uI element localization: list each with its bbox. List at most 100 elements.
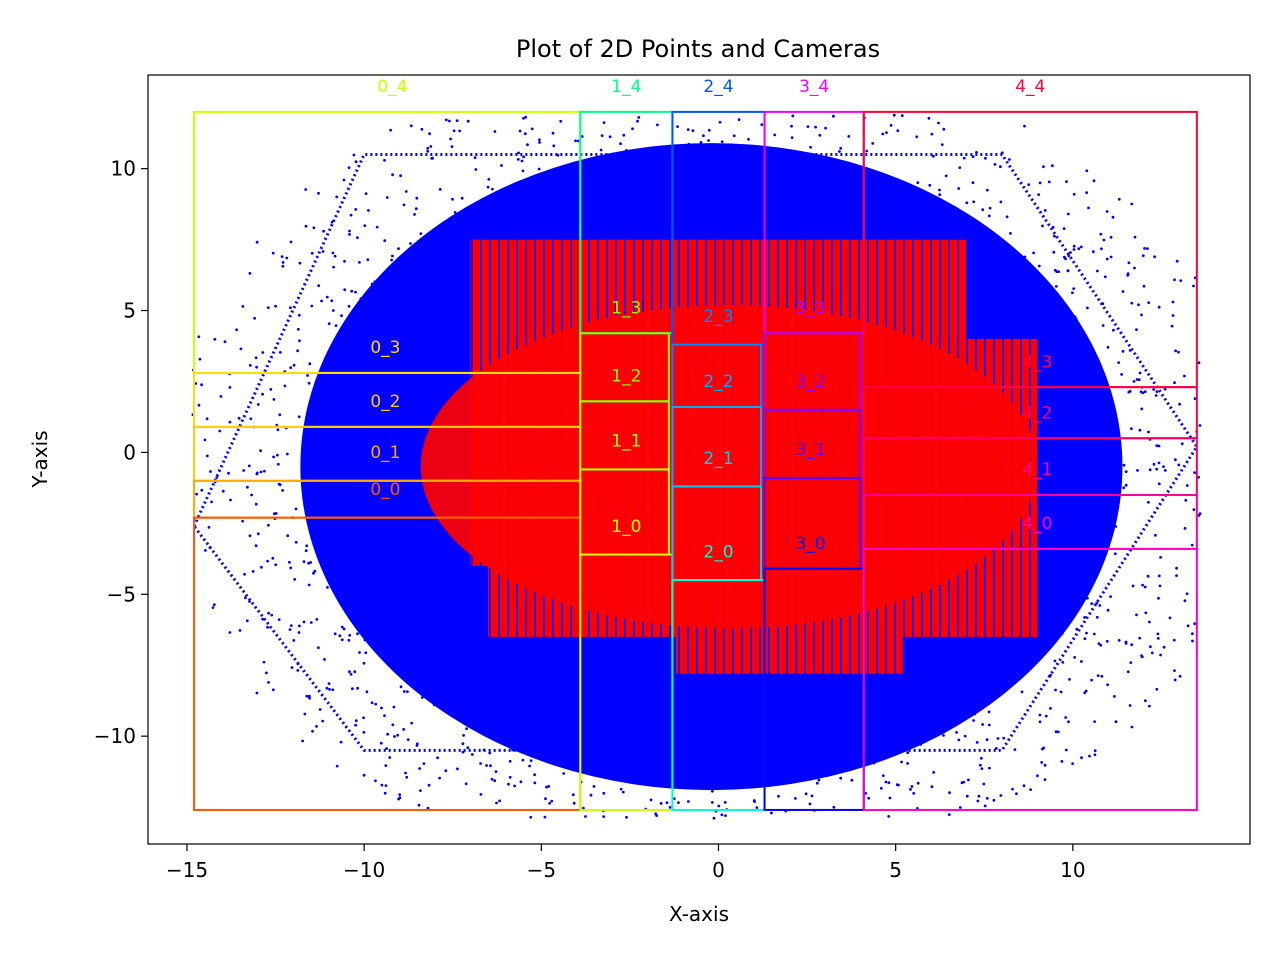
point xyxy=(1047,180,1051,184)
point xyxy=(851,182,855,186)
point xyxy=(598,179,602,183)
point xyxy=(308,696,311,700)
point xyxy=(1129,661,1133,664)
point xyxy=(334,353,337,356)
point xyxy=(614,187,617,191)
point xyxy=(686,128,690,132)
point xyxy=(412,642,415,645)
point xyxy=(658,775,661,779)
point xyxy=(362,716,365,720)
point xyxy=(200,488,204,492)
point xyxy=(340,625,344,629)
point xyxy=(1173,278,1176,282)
point xyxy=(800,174,803,178)
point xyxy=(814,743,818,747)
point xyxy=(213,337,217,341)
point xyxy=(427,783,431,787)
point xyxy=(566,729,570,733)
point xyxy=(814,756,818,760)
point xyxy=(393,307,397,311)
point xyxy=(997,668,1001,671)
point xyxy=(1079,245,1083,249)
point xyxy=(325,686,329,690)
cell-label-3_2: 3_2 xyxy=(796,372,826,392)
point xyxy=(1193,471,1197,474)
point xyxy=(552,144,556,148)
point xyxy=(740,169,744,173)
point xyxy=(833,754,836,758)
point xyxy=(1172,638,1176,642)
point xyxy=(351,687,354,691)
point xyxy=(487,177,491,181)
point xyxy=(1041,224,1044,228)
point xyxy=(386,732,389,736)
point xyxy=(989,234,993,238)
point xyxy=(957,187,961,190)
point xyxy=(876,177,880,181)
point xyxy=(363,638,367,642)
point xyxy=(550,760,554,764)
point xyxy=(993,163,997,166)
point xyxy=(1117,197,1121,201)
point xyxy=(599,148,603,152)
point xyxy=(355,598,358,602)
point xyxy=(466,119,470,123)
point xyxy=(943,729,947,733)
point xyxy=(1175,574,1178,577)
point xyxy=(342,178,346,182)
point xyxy=(814,125,817,129)
point xyxy=(261,392,264,396)
point xyxy=(265,671,268,675)
point xyxy=(1055,315,1058,319)
point xyxy=(1038,720,1042,724)
point xyxy=(1106,683,1109,687)
point xyxy=(479,793,483,796)
point xyxy=(790,149,793,153)
cells-layer: 0_4 1_4 2_4 3_4 4_4 0_3 0_2 0_1 0_0 1_3 1_2 1_1 1_0 2… xyxy=(193,77,1198,811)
point xyxy=(885,131,888,135)
point xyxy=(791,114,795,118)
point xyxy=(952,697,956,700)
point xyxy=(1128,704,1132,707)
point xyxy=(1093,749,1097,753)
point xyxy=(745,145,748,149)
point xyxy=(334,324,338,327)
point xyxy=(985,796,989,800)
point xyxy=(1146,574,1150,578)
point xyxy=(1095,615,1099,619)
point xyxy=(896,201,900,205)
point xyxy=(398,306,401,310)
point xyxy=(325,295,329,299)
x-tick-label: −5 xyxy=(527,858,556,882)
point xyxy=(547,726,551,729)
point xyxy=(724,771,728,775)
point xyxy=(441,698,445,702)
point xyxy=(1019,284,1022,287)
point xyxy=(1191,639,1194,643)
point xyxy=(204,549,207,552)
point xyxy=(384,608,388,611)
point xyxy=(625,815,628,819)
point xyxy=(495,801,498,805)
point xyxy=(1156,632,1160,636)
point xyxy=(858,169,862,173)
point xyxy=(1120,373,1123,376)
point xyxy=(289,240,293,244)
point xyxy=(370,282,374,286)
point xyxy=(198,357,202,361)
point xyxy=(294,507,298,511)
point xyxy=(296,327,300,331)
point xyxy=(1130,725,1134,729)
point xyxy=(255,365,258,369)
point xyxy=(987,676,991,679)
point xyxy=(1082,343,1086,346)
point xyxy=(281,264,285,268)
point xyxy=(513,202,517,206)
point xyxy=(1177,350,1180,354)
point xyxy=(1185,592,1189,596)
point xyxy=(1114,508,1118,511)
point xyxy=(339,740,343,744)
point xyxy=(1096,426,1100,429)
point xyxy=(994,747,998,750)
point xyxy=(1047,638,1051,641)
